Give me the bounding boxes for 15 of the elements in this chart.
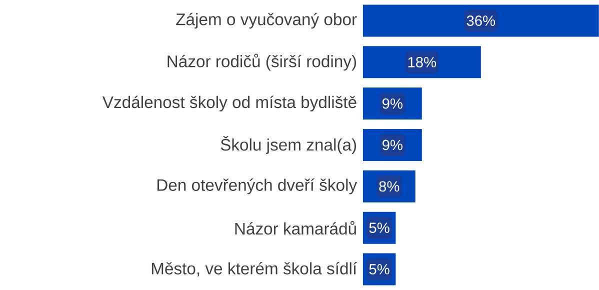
y-tick-label: Vzdálenost školy od místa bydliště bbox=[102, 96, 356, 112]
data-label: 9% bbox=[382, 98, 402, 109]
data-label: 5% bbox=[369, 264, 390, 274]
data-label: 8% bbox=[379, 181, 400, 192]
y-tick-label: Názor rodičů (širší rodiny) bbox=[168, 54, 356, 71]
data-label: 18% bbox=[408, 57, 436, 68]
y-tick-label: Školu jsem znal(a) bbox=[220, 136, 356, 154]
y-tick-label: Zájem o vyučovaný obor bbox=[176, 12, 357, 29]
y-tick-label: Den otevřených dveří školy bbox=[157, 178, 358, 194]
data-label: 5% bbox=[369, 222, 390, 234]
y-tick-label: Názor kamarádů bbox=[235, 221, 356, 235]
y-tick-label: Město, ve kterém škola sídlí bbox=[152, 262, 358, 276]
data-label: 9% bbox=[382, 140, 402, 150]
data-label: 36% bbox=[466, 16, 496, 26]
bar bbox=[362, 4, 599, 37]
